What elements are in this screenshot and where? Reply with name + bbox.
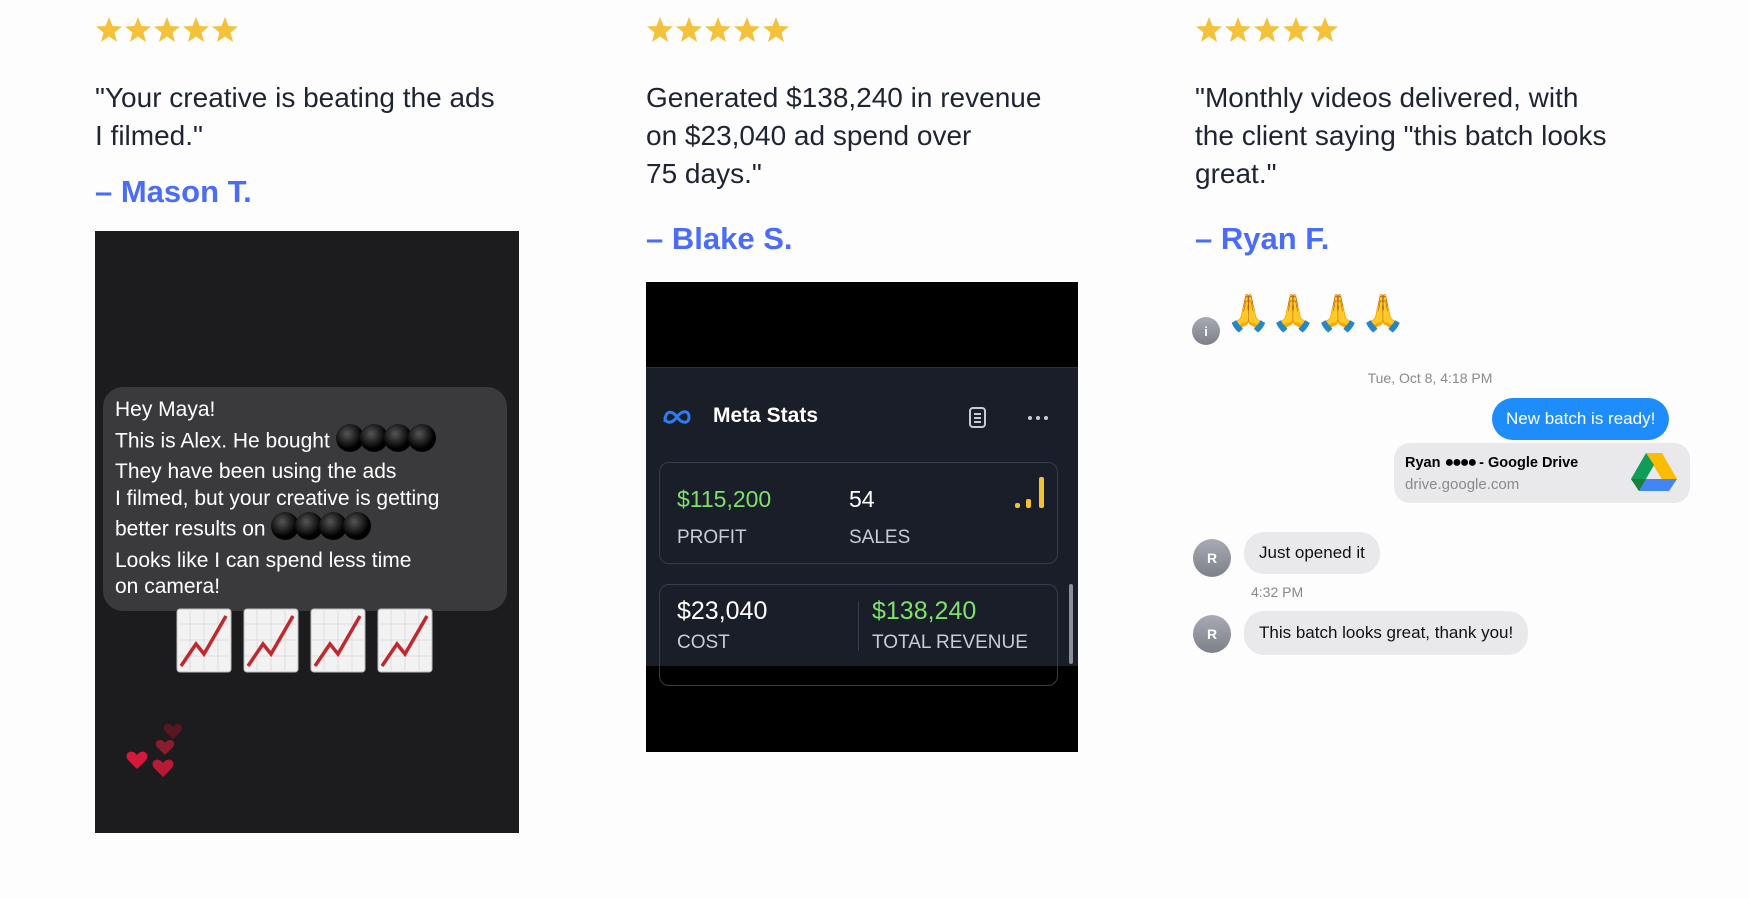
link-title: Ryan ●●●● - Google Drive bbox=[1405, 454, 1578, 472]
message-screenshot: Hey Maya! This is Alex. He bought They h… bbox=[95, 231, 519, 833]
message-text: better results on bbox=[115, 517, 266, 541]
redaction bbox=[335, 423, 436, 460]
message-line: Hey Maya! bbox=[115, 398, 216, 421]
message-line: I filmed, but your creative is getting bbox=[115, 486, 440, 510]
message-line: better results on bbox=[115, 512, 495, 548]
more-icon bbox=[1028, 416, 1048, 420]
bars-icon bbox=[1015, 477, 1044, 508]
quote-line: Generated $138,240 in revenue bbox=[646, 82, 1042, 113]
star bbox=[647, 17, 673, 42]
rating-stars bbox=[646, 16, 790, 48]
stats-screenshot: Meta Stats $115,200 54 PROFIT SALES $23,… bbox=[646, 282, 1078, 752]
quote-line: "Your creative is beating the ads bbox=[95, 82, 495, 113]
star bbox=[212, 17, 238, 42]
link-suffix: - Google Drive bbox=[1479, 455, 1579, 471]
link-preview: Ryan ●●●● - Google Drive drive.google.co… bbox=[1394, 443, 1690, 503]
received-message: This batch looks great, thank you! bbox=[1244, 611, 1529, 655]
quote-line: great." bbox=[1195, 158, 1277, 189]
link-domain: drive.google.com bbox=[1405, 476, 1520, 493]
chart-emoji bbox=[243, 608, 299, 673]
author: – Mason T. bbox=[95, 174, 252, 209]
sales-label: SALES bbox=[849, 527, 911, 548]
cost-label: COST bbox=[677, 632, 730, 653]
quote-line: I filmed." bbox=[95, 120, 203, 151]
profit-label: PROFIT bbox=[677, 527, 747, 548]
stats-box: $23,040 COST $138,240 TOTAL REVENUE bbox=[659, 584, 1058, 686]
redaction: ●●●● bbox=[1444, 454, 1477, 471]
chart-emojis bbox=[176, 608, 433, 673]
panel-title: Meta Stats bbox=[713, 404, 819, 427]
author: – Ryan F. bbox=[1195, 221, 1330, 256]
chat-screenshot: i 🙏🙏🙏🙏 Tue, Oct 8, 4:18 PM New batch is … bbox=[1192, 282, 1749, 682]
revenue-label: TOTAL REVENUE bbox=[872, 632, 1028, 653]
avatar: R bbox=[1193, 615, 1231, 653]
cost-value: $23,040 bbox=[677, 597, 768, 625]
quote-line: on $23,040 ad spend over bbox=[646, 120, 972, 151]
rating-stars bbox=[95, 16, 239, 48]
avatar: R bbox=[1193, 539, 1231, 577]
message-bubble: Hey Maya! This is Alex. He bought They h… bbox=[103, 387, 507, 611]
report-icon bbox=[969, 407, 986, 428]
star bbox=[1283, 17, 1309, 42]
star bbox=[676, 17, 702, 42]
redaction bbox=[271, 512, 372, 548]
star bbox=[96, 17, 122, 42]
quote-line: 75 days." bbox=[646, 158, 762, 189]
star bbox=[154, 17, 180, 42]
author: – Blake S. bbox=[646, 221, 793, 256]
revenue-value: $138,240 bbox=[872, 597, 977, 625]
star bbox=[125, 17, 151, 42]
drive-logo bbox=[1631, 453, 1677, 491]
star bbox=[705, 17, 731, 42]
rating-stars bbox=[1195, 16, 1339, 48]
hearts bbox=[126, 724, 183, 777]
message-line: They have been using the ads bbox=[115, 460, 397, 483]
message-text: This is Alex. He bought bbox=[115, 428, 330, 452]
link-name: Ryan bbox=[1405, 455, 1441, 471]
reply-time: 4:32 PM bbox=[1251, 584, 1304, 600]
quote: "Monthly videos delivered, with the clie… bbox=[1195, 79, 1607, 193]
sent-message: New batch is ready! bbox=[1492, 398, 1670, 440]
emoji-reaction: 🙏🙏🙏🙏 bbox=[1226, 293, 1406, 334]
divider bbox=[858, 601, 859, 651]
meta-logo bbox=[663, 410, 691, 424]
chart-emoji bbox=[310, 608, 366, 673]
timestamp: Tue, Oct 8, 4:18 PM bbox=[1367, 370, 1493, 386]
received-message: Just opened it bbox=[1244, 532, 1380, 574]
stats-box: $115,200 54 PROFIT SALES bbox=[659, 462, 1058, 564]
scrollbar bbox=[1069, 584, 1073, 664]
message-line: on camera! bbox=[115, 575, 221, 598]
star bbox=[1312, 17, 1338, 42]
quote-line: "Monthly videos delivered, with bbox=[1195, 82, 1579, 113]
star bbox=[1254, 17, 1280, 42]
info-avatar: i bbox=[1192, 317, 1220, 345]
stats-panel: Meta Stats $115,200 54 PROFIT SALES $23,… bbox=[646, 367, 1078, 686]
star bbox=[1196, 17, 1222, 42]
message-line: Looks like I can spend less time bbox=[115, 548, 412, 572]
quote-line: the client saying "this batch looks bbox=[1195, 120, 1607, 151]
sales-value: 54 bbox=[849, 486, 875, 512]
quote: "Your creative is beating the ads I film… bbox=[95, 79, 495, 155]
profit-value: $115,200 bbox=[677, 486, 772, 512]
star bbox=[1225, 17, 1251, 42]
quote: Generated $138,240 in revenue on $23,040… bbox=[646, 79, 1041, 193]
chart-emoji bbox=[377, 608, 433, 673]
star bbox=[734, 17, 760, 42]
star bbox=[763, 17, 789, 42]
star bbox=[183, 17, 209, 42]
chart-emoji bbox=[176, 608, 232, 673]
message-line: This is Alex. He bought bbox=[115, 423, 495, 460]
